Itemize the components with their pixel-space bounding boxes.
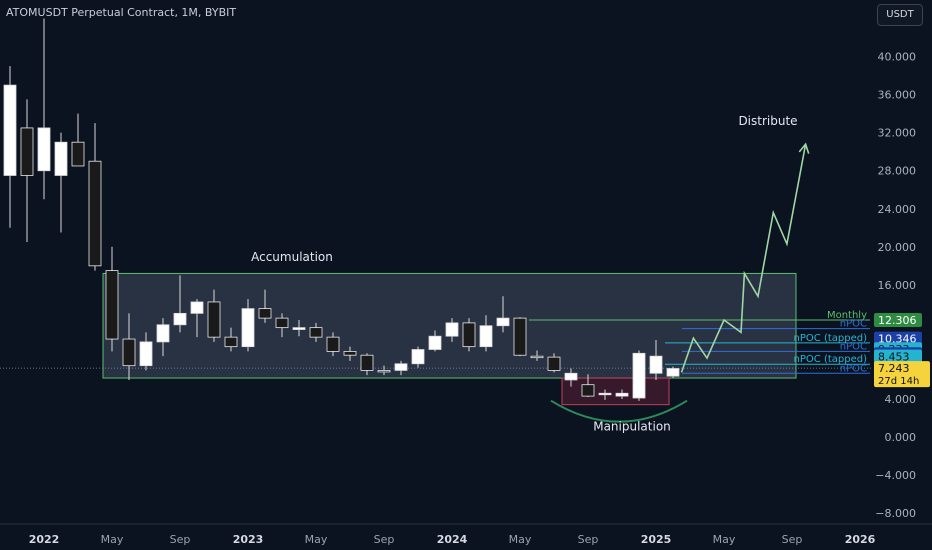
level-line-label: nPOC (tapped) (794, 354, 868, 365)
price-axis-background (872, 0, 932, 550)
time-tick-label: 2023 (233, 533, 264, 546)
time-tick-label: May (305, 533, 328, 546)
time-tick-label: Sep (374, 533, 395, 546)
price-tick-label: 0.000 (885, 431, 917, 444)
candle-body (54, 141, 68, 176)
price-tick-label: 36.000 (878, 89, 917, 102)
candle-body (394, 363, 408, 371)
time-tick-label: 2025 (641, 533, 672, 546)
time-axis-background (0, 524, 932, 550)
price-tick-label: 32.000 (878, 127, 917, 140)
candles-layer (3, 18, 680, 401)
candle-body (3, 84, 17, 176)
countdown-text: 27d 14h (878, 376, 919, 387)
candle-body (71, 141, 85, 167)
time-tick-label: Sep (782, 533, 803, 546)
time-tick-label: 2022 (29, 533, 60, 546)
price-tick-label: 24.000 (878, 203, 917, 216)
time-tick-label: May (509, 533, 532, 546)
price-tick-label: 20.000 (878, 241, 917, 254)
candle-body (88, 160, 102, 267)
candle-body (190, 301, 204, 314)
candle-body (360, 354, 374, 371)
projection-arrowhead (798, 142, 810, 154)
price-label-badge (874, 312, 922, 327)
candle-body (428, 335, 442, 350)
candle-body (547, 356, 561, 371)
price-axis: 40.000 36.000 32.000 28.000 24.000 20.000 16.0… (872, 0, 932, 550)
currency-selector-button[interactable]: USDT (877, 4, 923, 26)
level-line-label: nPOC (840, 363, 867, 374)
annotations-layer: Accumulation Manipulation Distribute (251, 114, 797, 433)
level-line-label: nPOC (tapped) (794, 333, 868, 344)
price-label-badge (874, 331, 922, 346)
price-tick-label: −8.000 (875, 507, 916, 520)
candle-body (309, 327, 323, 338)
candle-body (122, 338, 136, 367)
current-price-badge (874, 361, 930, 388)
chart-title: ATOMUSDT Perpetual Contract, 1M, BYBIT (6, 6, 237, 19)
zones-layer (102, 272, 797, 406)
annotation-label: Manipulation (593, 419, 671, 433)
price-tick-label: 40.000 (878, 51, 917, 64)
candle-body (156, 324, 170, 343)
candle-body (37, 127, 51, 172)
price-label-text: 12.306 (878, 314, 917, 327)
time-tick-label: 2024 (437, 533, 468, 546)
candle-body (462, 322, 476, 348)
candle-body (530, 355, 544, 359)
price-tick-label: 16.000 (878, 279, 917, 292)
price-tick-label: 28.000 (878, 165, 917, 178)
price-tick-label: −4.000 (875, 469, 916, 482)
time-tick-label: 2026 (845, 533, 876, 546)
time-tick-label: May (101, 533, 124, 546)
time-tick-label: Sep (170, 533, 191, 546)
manipulation-arc (550, 399, 688, 423)
projection-layer (550, 142, 810, 423)
candle-body (496, 317, 510, 327)
candle-body (241, 308, 255, 348)
candle-body (292, 327, 306, 330)
manipulation-zone (561, 377, 670, 406)
candle-body (326, 336, 340, 352)
level-line-label: nPOC (840, 319, 867, 330)
candle-body (207, 301, 221, 338)
candle-body (224, 336, 238, 348)
candle-body (513, 317, 527, 356)
candle-body (649, 355, 663, 374)
candle-body (445, 322, 459, 337)
candle-body (139, 341, 153, 367)
candle-body (564, 372, 578, 381)
candle-body (377, 370, 391, 373)
candle-body (275, 317, 289, 329)
time-tick-label: Sep (578, 533, 599, 546)
candle-body (581, 384, 595, 397)
candle-body (666, 368, 680, 377)
candle-body (258, 308, 272, 319)
price-tick-label: 4.000 (885, 393, 917, 406)
candle-body (632, 352, 646, 399)
candle-body (598, 392, 612, 396)
time-tick-label: May (713, 533, 736, 546)
candle-body (343, 351, 357, 356)
level-line-label: Monthly (827, 310, 867, 321)
level-line-label: nPOC (840, 341, 867, 352)
candle-body (105, 270, 119, 340)
current-price-text: 7.243 (878, 362, 910, 375)
annotation-label: Accumulation (251, 250, 333, 264)
projection-path (680, 143, 807, 373)
price-label-text: 8.453 (878, 351, 910, 364)
candle-body (615, 392, 629, 397)
candle-body (20, 127, 34, 176)
annotation-label: Distribute (738, 114, 797, 128)
candle-body (173, 312, 187, 326)
price-label-badge (874, 349, 922, 364)
candle-body (411, 349, 425, 365)
candle-body (479, 325, 493, 348)
time-axis: 2022 May Sep 2023 May Sep 2024 May Sep 2025 May Sep… (0, 523, 932, 550)
